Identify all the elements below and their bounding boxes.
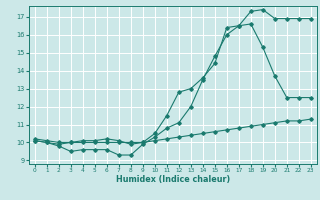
X-axis label: Humidex (Indice chaleur): Humidex (Indice chaleur): [116, 175, 230, 184]
